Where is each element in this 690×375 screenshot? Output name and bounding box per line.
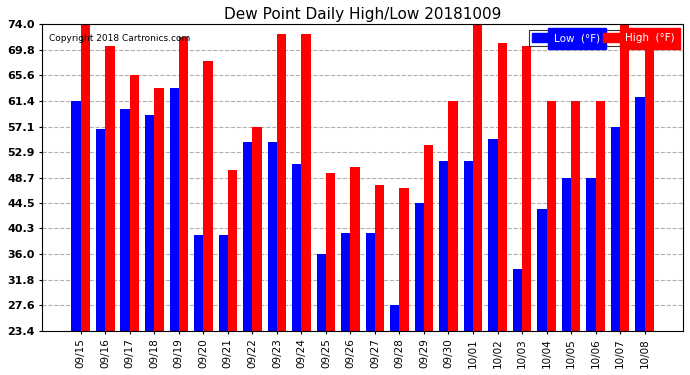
Bar <box>366 233 375 330</box>
Bar <box>611 127 620 330</box>
Bar <box>121 109 130 330</box>
Bar <box>644 49 654 330</box>
Bar <box>390 305 400 330</box>
Bar <box>635 97 644 330</box>
Bar <box>317 254 326 330</box>
Bar <box>351 166 359 330</box>
Bar <box>179 37 188 330</box>
Bar <box>106 46 115 330</box>
Bar <box>448 101 457 330</box>
Bar <box>170 88 179 330</box>
Bar <box>326 172 335 330</box>
Bar <box>204 61 213 330</box>
Bar <box>538 209 546 330</box>
Bar <box>415 203 424 330</box>
Bar <box>464 160 473 330</box>
Bar <box>155 88 164 330</box>
Bar <box>595 101 605 330</box>
Text: Copyright 2018 Cartronics.com: Copyright 2018 Cartronics.com <box>49 34 190 43</box>
Bar <box>145 115 155 330</box>
Legend: Low  (°F), High  (°F): Low (°F), High (°F) <box>529 30 678 46</box>
Bar <box>400 188 408 330</box>
Bar <box>489 140 497 330</box>
Bar <box>292 164 302 330</box>
Bar <box>341 233 351 330</box>
Bar <box>96 129 106 330</box>
Bar <box>219 235 228 330</box>
Bar <box>439 160 449 330</box>
Bar <box>253 127 262 330</box>
Bar <box>513 270 522 330</box>
Bar <box>497 43 507 330</box>
Bar <box>375 185 384 330</box>
Bar <box>268 142 277 330</box>
Bar <box>562 177 571 330</box>
Title: Dew Point Daily High/Low 20181009: Dew Point Daily High/Low 20181009 <box>224 7 502 22</box>
Bar <box>522 46 531 330</box>
Bar <box>571 101 580 330</box>
Bar <box>546 101 556 330</box>
Bar <box>130 75 139 330</box>
Bar <box>81 24 90 330</box>
Bar <box>277 34 286 330</box>
Bar <box>302 34 310 330</box>
Bar <box>424 146 433 330</box>
Bar <box>72 101 81 330</box>
Bar <box>243 142 253 330</box>
Bar <box>473 22 482 330</box>
Bar <box>620 24 629 330</box>
Bar <box>228 170 237 330</box>
Bar <box>586 177 595 330</box>
Bar <box>194 235 204 330</box>
